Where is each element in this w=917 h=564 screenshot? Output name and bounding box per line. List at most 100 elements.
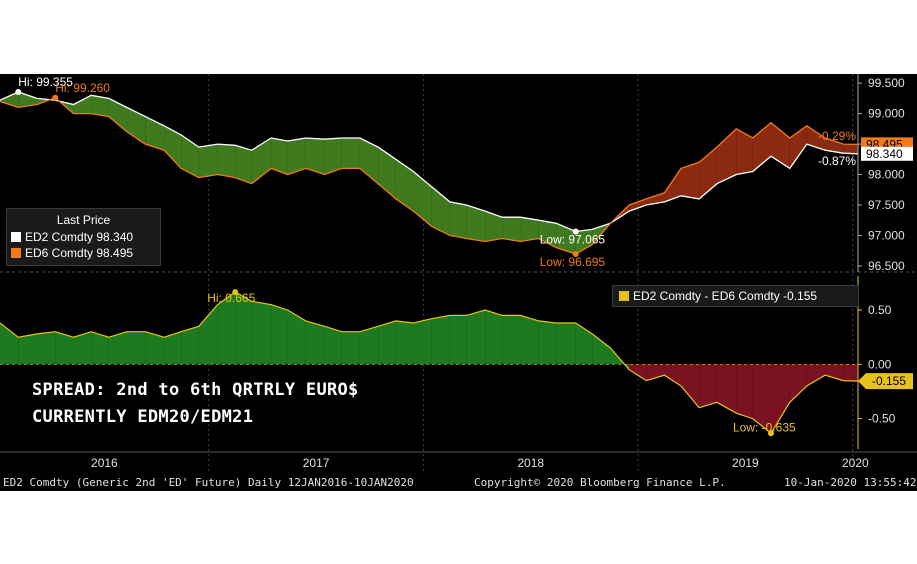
spread-area-segment <box>592 333 611 365</box>
x-tick-label: 2016 <box>91 456 118 470</box>
spread-area-segment <box>646 364 665 381</box>
legend-item-ed2[interactable]: ED2 Comdty 98.340 <box>7 229 160 245</box>
caption-line-2: CURRENTLY EDM20/EDM21 <box>32 407 254 427</box>
pct-change-label: -0.87% <box>818 154 856 168</box>
spread-fill-band <box>449 201 467 239</box>
annotation-label: Hi: 99.355 <box>18 75 73 89</box>
spread-area-segment <box>806 364 826 387</box>
footer-timestamp: 10-Jan-2020 13:55:42 <box>784 476 917 489</box>
spread-fill-band <box>341 137 360 169</box>
annotation-marker <box>767 430 774 437</box>
legend-name-ed2: ED2 Comdty <box>25 230 94 244</box>
spread-area-segment <box>324 326 342 365</box>
spread-fill-band <box>235 145 252 184</box>
legend-swatch-white-icon <box>11 232 21 242</box>
spread-fill-band <box>18 91 38 108</box>
annotation-marker <box>572 251 579 258</box>
footer-security-info: ED2 Comdty (Generic 2nd 'ED' Future) Dai… <box>3 476 414 489</box>
spread-area-segment <box>341 331 360 365</box>
spread-area-segment <box>378 320 396 365</box>
spread-area-segment <box>699 364 717 408</box>
spread-area-segment <box>305 320 325 365</box>
spread-fill-band <box>378 147 396 199</box>
legend-name-ed6: ED6 Comdty <box>25 246 94 260</box>
spread-fill-band <box>271 137 288 175</box>
spread-area-segment <box>575 323 593 365</box>
spread-fill-band <box>324 137 342 175</box>
legend-value-ed6: 98.495 <box>96 246 134 260</box>
spread-area-segment <box>181 326 199 365</box>
spread-area-segment <box>164 331 182 365</box>
x-tick-label: 2019 <box>732 456 759 470</box>
spread-area-segment <box>752 364 771 434</box>
spread-area-segment <box>145 331 165 365</box>
spread-area-segment <box>91 331 109 365</box>
spread-area-segment <box>466 310 486 365</box>
legend-item-ed6[interactable]: ED6 Comdty 98.495 <box>7 245 160 261</box>
x-tick-label: 2018 <box>517 456 544 470</box>
legend-swatch-orange-icon <box>11 248 21 258</box>
spread-area-segment <box>789 364 807 403</box>
spread-area-segment <box>108 331 128 365</box>
spread-fill-band <box>575 229 593 255</box>
bloomberg-chart: 2016 2017 2018 2019 2020 96.500 97.000 97.500 98… <box>0 74 917 491</box>
annotation-marker <box>52 94 59 101</box>
y-tick-label-bottom: 0.50 <box>868 303 892 317</box>
y-tick-label-top: 96.500 <box>868 259 905 273</box>
spread-area-segment <box>843 364 858 382</box>
spread-fill-band <box>825 137 844 154</box>
spread-area-segment <box>198 304 218 365</box>
annotation-label: Hi: 99.260 <box>55 81 110 95</box>
spread-area-segment <box>538 320 557 365</box>
y-tick-label-top: 97.500 <box>868 198 905 212</box>
spread-fill-band <box>556 223 576 255</box>
spread-fill-band <box>413 171 432 227</box>
spread-fill-band <box>699 147 717 199</box>
spread-area-segment <box>271 304 288 365</box>
spread-fill-band <box>485 211 503 242</box>
spread-fill-band <box>359 137 379 184</box>
spread-fill-band <box>843 144 858 154</box>
spread-fill-band <box>145 116 165 151</box>
spread-area-segment <box>73 331 92 365</box>
spread-fill-band <box>0 91 19 108</box>
last-value-label: 98.340 <box>866 147 903 161</box>
series-line-ed6 <box>0 97 859 255</box>
spread-area-segment <box>431 315 450 365</box>
annotation-marker <box>572 228 579 235</box>
spread-fill-band <box>127 107 146 145</box>
spread-area-segment <box>825 364 844 381</box>
spread-area-segment <box>520 315 539 365</box>
spread-line <box>0 291 859 435</box>
spread-area-segment <box>629 364 647 381</box>
spread-fill-band <box>395 159 414 212</box>
spread-area-segment <box>736 364 753 419</box>
spread-fill-band <box>108 98 128 132</box>
spread-area-segment <box>127 331 146 365</box>
spread-area-segment <box>770 364 790 434</box>
x-tick-label: 2020 <box>842 456 869 470</box>
spread-area-segment <box>556 323 576 365</box>
spread-fill-band <box>466 204 486 242</box>
spread-area-segment <box>680 364 700 408</box>
chart-canvas: 2016 2017 2018 2019 2020 96.500 97.000 97.500 98… <box>0 74 917 491</box>
y-tick-label-top: 99.500 <box>868 76 905 90</box>
chart-footer: ED2 Comdty (Generic 2nd 'ED' Future) Dai… <box>0 474 917 491</box>
annotation-label: Low: 96.695 <box>540 255 606 269</box>
pct-change-label: -0.29% <box>818 129 856 143</box>
annotation-marker <box>232 289 239 296</box>
y-tick-label-bottom: -0.50 <box>868 412 896 426</box>
spread-fill-band <box>305 137 325 175</box>
spread-area-segment <box>287 310 306 365</box>
spread-fill-band <box>736 128 753 175</box>
spread-legend[interactable]: ED2 Comdty - ED6 Comdty -0.155 <box>612 285 859 307</box>
spread-fill-band <box>664 168 681 202</box>
x-tick-label: 2017 <box>303 456 330 470</box>
spread-area-segment <box>18 333 38 365</box>
spread-area-segment <box>413 318 432 365</box>
legend-swatch-yellow-icon <box>619 291 629 301</box>
annotation-label: Hi: 0.665 <box>207 291 255 305</box>
spread-fill-band <box>198 144 218 178</box>
y-tick-label-top: 98.000 <box>868 168 905 182</box>
spread-area-segment <box>502 315 521 365</box>
